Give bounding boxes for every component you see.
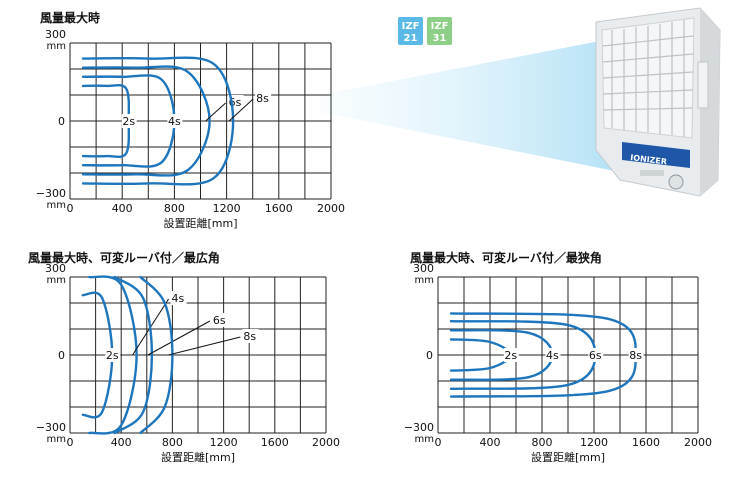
y-tick-label: −300: [404, 421, 434, 434]
curve-label-bg: [628, 348, 644, 362]
x-tick-label: 0: [435, 436, 442, 449]
y-tick-label: 0: [58, 115, 65, 128]
curve-label: 6s: [589, 349, 602, 362]
curve-6s: [81, 65, 211, 177]
curve-label: 2s: [122, 115, 135, 128]
chart-title: 風量最大時、可変ルーバ付／最広角: [28, 250, 220, 265]
curve-label-bg: [211, 313, 228, 327]
model-badge-izf21: IZF 21: [398, 17, 423, 45]
svg-text:IZF: IZF: [431, 21, 449, 32]
curve-label: 4s: [172, 292, 185, 305]
curve-label-bg: [255, 91, 272, 105]
y-unit-label: mm: [415, 275, 434, 286]
x-tick-label: 1200: [213, 202, 241, 215]
x-tick-label: 400: [111, 436, 132, 449]
plot-grid: [437, 276, 699, 434]
x-tick-label: 1200: [210, 436, 238, 449]
curve-label: 8s: [256, 92, 269, 105]
curve-label: 4s: [546, 349, 559, 362]
x-tick-label: 1600: [632, 436, 660, 449]
curve-label-bg: [588, 348, 604, 362]
model-badge-izf31: IZF 31: [427, 17, 452, 45]
chart-louver-widest: 風量最大時、可変ルーバ付／最広角 0 400 800 1200 1600 2000 設置距離[…: [28, 250, 340, 464]
y-tick-label: 300: [45, 262, 66, 275]
x-tick-label: 2000: [684, 436, 712, 449]
x-tick-label: 800: [164, 202, 185, 215]
x-tick-label: 1600: [261, 436, 289, 449]
x-tick-label: 1200: [580, 436, 608, 449]
device-grille: [602, 20, 694, 137]
x-axis-label: 設置距離[mm]: [163, 216, 237, 230]
curve-8s: [139, 275, 174, 435]
curve-label: 8s: [243, 330, 256, 343]
device-dial: [668, 174, 684, 190]
chart-title: 風量最大時、可変ルーバ付／最狭角: [410, 250, 602, 265]
svg-text:21: 21: [404, 33, 418, 44]
curve-label-bg: [242, 329, 259, 343]
curve-label: 2s: [504, 349, 517, 362]
x-tick-label: 400: [480, 436, 501, 449]
y-unit-label: mm: [415, 434, 434, 445]
device-brand-label: IONIZER: [630, 153, 668, 166]
chart-louver-narrowest: 風量最大時、可変ルーバ付／最狭角 0 400 800 1200 1600 2000 設置距離[…: [404, 250, 712, 464]
x-tick-label: 2000: [317, 202, 345, 215]
x-axis-label: 設置距離[mm]: [161, 450, 235, 464]
svg-text:31: 31: [433, 33, 447, 44]
y-tick-label: −300: [36, 421, 66, 434]
x-tick-label: 2000: [312, 436, 340, 449]
y-tick-label: 300: [45, 28, 66, 41]
x-tick-label: 800: [162, 436, 183, 449]
y-unit-label: mm: [47, 275, 66, 286]
curve-8s: [81, 56, 235, 186]
curve-label-bg: [503, 348, 519, 362]
x-tick-label: 800: [532, 436, 553, 449]
curve-4s: [88, 275, 138, 435]
curve-leader-line: [205, 102, 226, 122]
curve-label: 2s: [106, 349, 119, 362]
x-tick-label: 1600: [265, 202, 293, 215]
chart-title: 風量最大時: [40, 10, 100, 25]
x-tick-label: 0: [67, 436, 74, 449]
air-flow-beam: [320, 40, 660, 180]
y-unit-label: mm: [47, 434, 66, 445]
y-tick-label: −300: [36, 187, 66, 200]
ionizer-device-illustration: IONIZER: [595, 7, 721, 197]
x-tick-label: 400: [112, 202, 133, 215]
y-unit-label: mm: [47, 200, 66, 211]
y-tick-label: 300: [413, 262, 434, 275]
y-tick-label: 0: [58, 349, 65, 362]
curve-label-bg: [545, 348, 561, 362]
curve-label: 6s: [213, 314, 226, 327]
curve-label-bg: [170, 291, 187, 305]
plot-grid: [69, 42, 332, 200]
curve-label-bg: [121, 114, 137, 128]
curve-leader-line: [147, 320, 211, 356]
curve-label: 4s: [168, 115, 181, 128]
x-tick-label: 0: [67, 202, 74, 215]
y-unit-label: mm: [47, 41, 66, 52]
curve-6s: [113, 275, 154, 435]
x-axis-label: 設置距離[mm]: [531, 450, 605, 464]
curve-label-bg: [105, 348, 121, 362]
curve-leader-line: [228, 98, 254, 122]
y-tick-label: 0: [426, 349, 433, 362]
curve-leader-line: [168, 336, 241, 356]
svg-text:IZF: IZF: [402, 21, 420, 32]
curve-label-bg: [167, 114, 183, 128]
curve-label: 8s: [629, 349, 642, 362]
